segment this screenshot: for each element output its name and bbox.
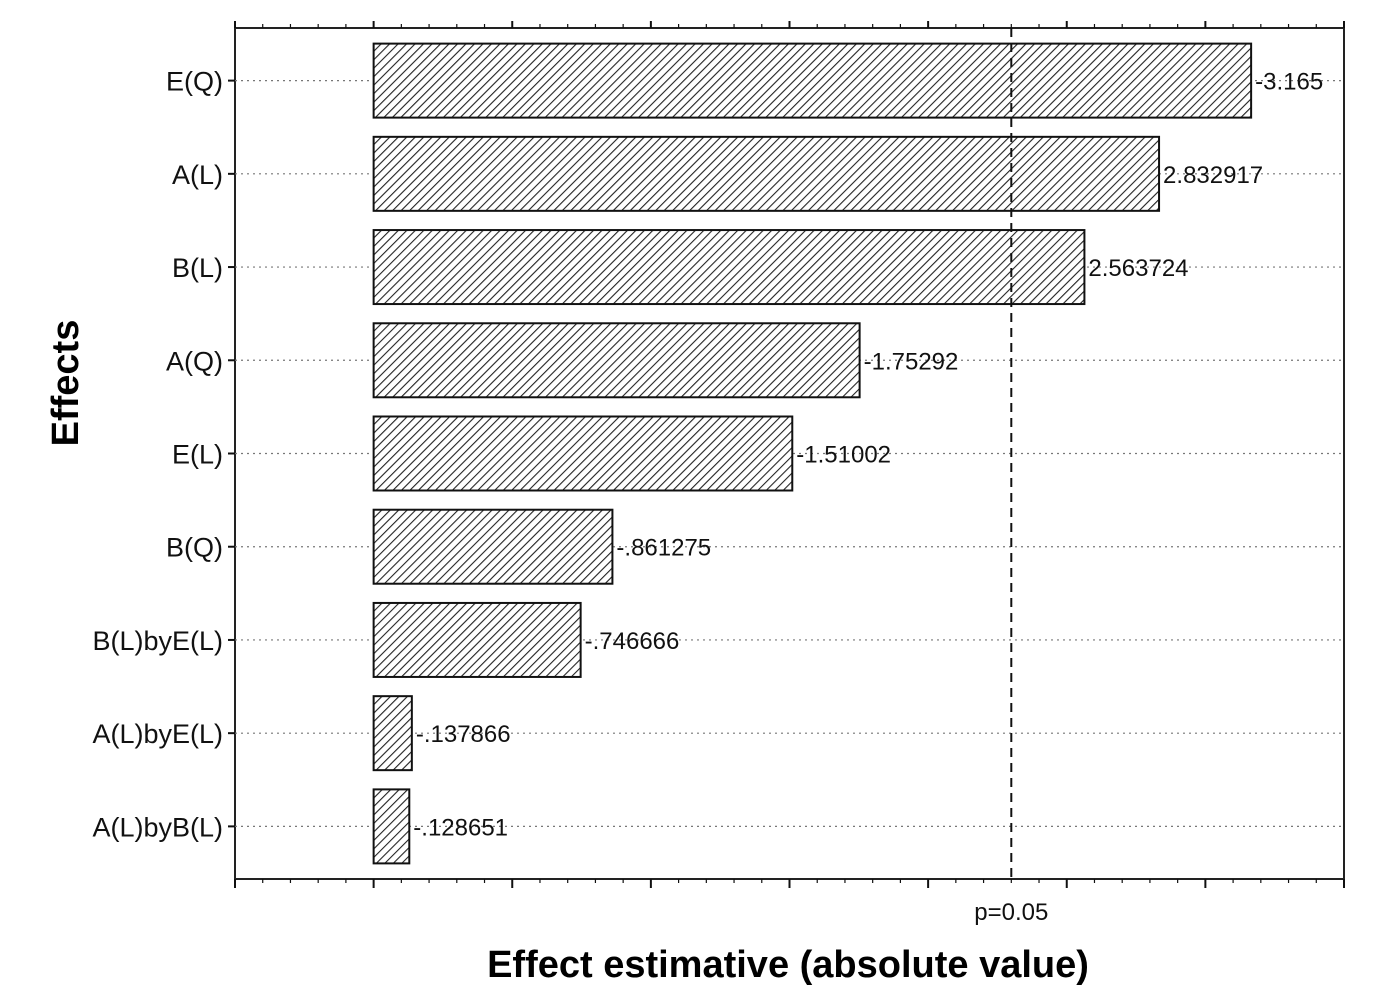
bars-layer: -3.165 E(Q) 2.832917 A(L) 2.563724 B(L) -1.752…: [92, 42, 1323, 865]
bar-4: [372, 415, 794, 492]
category-label-4: E(L): [172, 440, 223, 470]
category-label-3: A(Q): [166, 346, 223, 376]
category-label-6: B(L)byE(L): [92, 626, 223, 656]
x-axis-title: Effect estimative (absolute value): [487, 944, 1089, 986]
bar-2: [372, 229, 1086, 306]
bar-1: [372, 135, 1161, 212]
value-label-5: -.861275: [616, 535, 711, 562]
value-label-0: -3.165: [1255, 69, 1323, 96]
bar-5: [372, 508, 614, 585]
bar-0: [372, 42, 1253, 119]
value-label-4: -1.51002: [796, 442, 891, 469]
value-label-3: -1.75292: [864, 348, 959, 375]
value-label-2: 2.563724: [1088, 255, 1188, 282]
category-label-0: E(Q): [166, 67, 223, 97]
bar-7: [372, 695, 413, 772]
category-label-2: B(L): [172, 253, 223, 283]
p-value-label: p=0.05: [974, 899, 1048, 926]
category-label-1: A(L): [172, 160, 223, 190]
y-axis-title: Effects: [45, 320, 87, 447]
ticks-layer: [228, 21, 1345, 888]
value-label-6: -.746666: [585, 628, 680, 655]
value-label-7: -.137866: [416, 721, 511, 748]
category-label-8: A(L)byB(L): [92, 812, 223, 842]
bar-6: [372, 601, 582, 678]
bar-8: [372, 788, 411, 865]
value-label-1: 2.832917: [1163, 162, 1263, 189]
category-label-5: B(Q): [166, 533, 223, 563]
category-label-7: A(L)byE(L): [92, 719, 223, 749]
value-label-8: -.128651: [413, 814, 508, 841]
bar-3: [372, 322, 861, 399]
